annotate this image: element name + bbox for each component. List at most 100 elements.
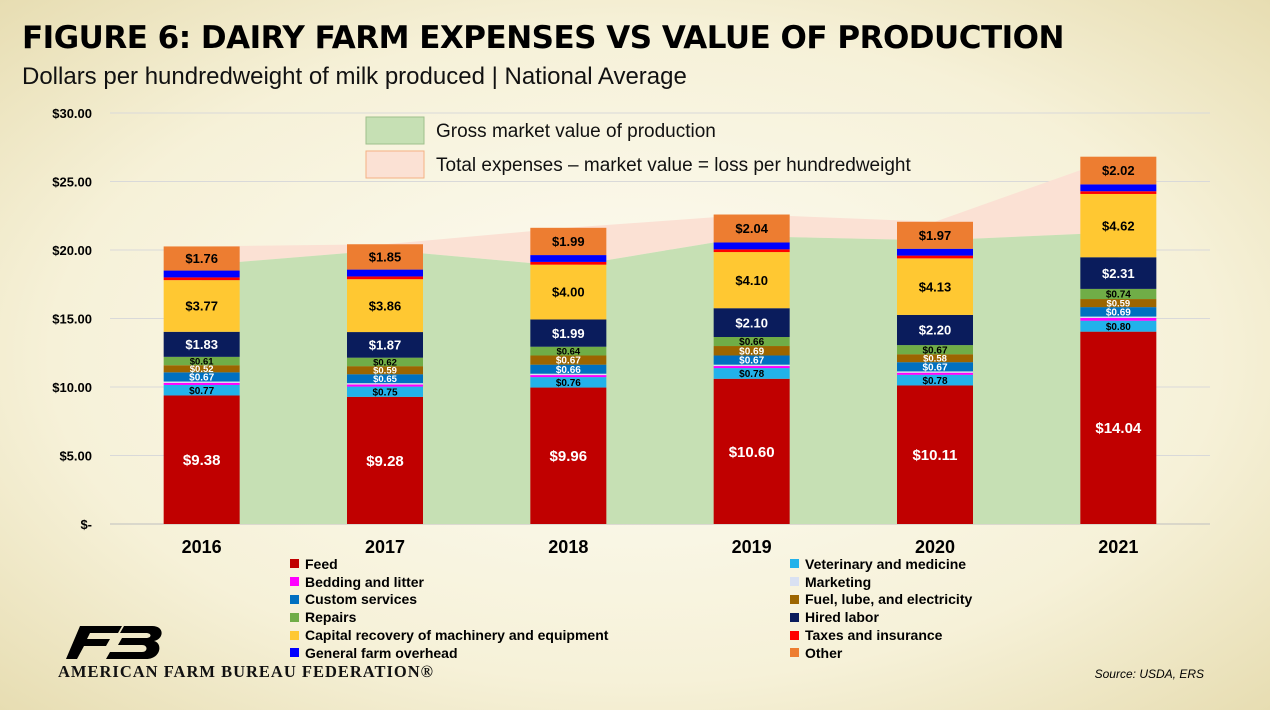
bar-segment: [713, 355, 790, 365]
bar-segment: [897, 221, 973, 249]
x-axis: 2016 2017 2018 2019 2020 2021: [182, 537, 1139, 557]
bar-segment: [163, 382, 240, 385]
bar-segment: [347, 332, 423, 358]
market-value-area: [201, 232, 1119, 524]
stacked-bar-chart: $9.38$0.77$0.67$0.52$0.61$1.83$3.77$1.76…: [52, 106, 1210, 557]
x-tick-label: 2017: [365, 537, 405, 557]
bar-segment: [897, 248, 973, 256]
bar-segment: [530, 377, 607, 388]
bar-segment: [1080, 288, 1157, 300]
afbf-logo: AMERICAN FARM BUREAU FEDERATION®: [58, 620, 468, 681]
bar-segment: [530, 373, 607, 376]
legend-label: Marketing: [805, 573, 872, 590]
bar-segment: [530, 227, 607, 256]
bar-segment: [530, 355, 607, 365]
legend-label: Veterinary and medicine: [805, 555, 967, 572]
bar-segment: [713, 252, 790, 309]
legend-item: Capital recovery of machinery and equipm…: [290, 626, 790, 644]
bar-segment: [897, 385, 973, 524]
area-legend-swatch: [365, 150, 425, 179]
data-label: $0.52: [190, 364, 214, 375]
bar-segment: [163, 331, 240, 357]
data-label: $4.10: [735, 273, 768, 288]
data-label: $0.75: [372, 387, 397, 398]
area-legend: Gross market value of production Total ex…: [365, 116, 911, 179]
data-label: $0.62: [373, 357, 397, 368]
data-label: $1.87: [369, 338, 402, 353]
bar-segment: [1080, 156, 1157, 185]
bar-segment: [897, 362, 973, 372]
data-label: $0.69: [1106, 307, 1131, 318]
bar-segment: [347, 383, 423, 385]
area-legend-label: Total expenses – market value = loss per…: [436, 155, 911, 176]
bar-segment: [347, 279, 423, 333]
bar-segment: [163, 381, 240, 383]
data-label: $0.59: [373, 366, 397, 377]
data-label: $4.00: [552, 285, 585, 300]
legend-swatch: [290, 612, 299, 622]
data-label: $4.62: [1102, 218, 1135, 233]
bar-segment: [713, 249, 790, 253]
legend-item: Taxes and insurance: [790, 626, 1050, 644]
legend-label: Other: [805, 644, 843, 661]
data-label: $0.59: [1106, 299, 1130, 310]
y-tick-label: $-: [80, 517, 92, 532]
bar-layer: [163, 156, 1157, 524]
bar-segment: [1080, 299, 1157, 308]
legend-swatch: [290, 648, 299, 658]
data-label: $9.96: [550, 448, 588, 465]
y-tick-label: $25.00: [52, 175, 92, 190]
bar-segment: [1080, 193, 1157, 258]
data-label: $1.83: [185, 337, 218, 352]
data-label: $0.61: [190, 356, 214, 367]
bar-segment: [347, 374, 423, 384]
bar-segment: [530, 319, 607, 347]
data-label: $0.74: [1106, 290, 1131, 301]
data-label: $2.02: [1102, 163, 1135, 178]
data-label: $0.58: [923, 354, 947, 365]
legend-item: General farm overhead: [290, 644, 790, 662]
legend-label: Repairs: [305, 609, 357, 626]
data-label: $0.78: [739, 369, 764, 380]
bar-segment: [347, 386, 423, 397]
legend-swatch: [790, 648, 799, 658]
data-label: $1.76: [185, 251, 218, 266]
data-label: $0.67: [556, 356, 581, 367]
legend-item: Feed: [290, 555, 790, 573]
data-label: $0.67: [739, 356, 764, 367]
loss-area: [201, 156, 1119, 267]
data-label: $1.99: [552, 326, 585, 341]
y-axis: $- $5.00 $10.00 $15.00 $20.00 $25.00 $30.00: [52, 106, 92, 532]
legend-swatch: [290, 559, 299, 569]
y-tick-label: $15.00: [52, 312, 92, 327]
data-label: $2.31: [1102, 266, 1135, 281]
bar-segment: [347, 276, 423, 280]
data-label: $1.97: [919, 228, 952, 243]
legend-item: Hired labor: [790, 608, 1050, 626]
bar-segment: [163, 395, 240, 524]
bar-segment: [347, 244, 423, 270]
legend-swatch: [290, 594, 299, 604]
bar-segment: [897, 345, 973, 355]
bar-segment: [1080, 316, 1157, 318]
bar-segment: [713, 214, 790, 243]
bar-segment: [530, 346, 607, 356]
bar-segment: [530, 375, 607, 378]
bar-segment: [530, 387, 607, 524]
bar-segment: [897, 255, 973, 259]
bar-segment: [530, 261, 607, 265]
bar-segment: [713, 346, 790, 356]
bar-segment: [347, 269, 423, 277]
bar-segment: [713, 368, 790, 379]
bar-segment: [530, 364, 607, 374]
data-label: $9.28: [366, 453, 404, 470]
bar-segment: [713, 364, 790, 367]
bar-segment: [163, 365, 240, 373]
bar-segment: [897, 354, 973, 363]
y-tick-label: $20.00: [52, 243, 92, 258]
bar-segment: [1080, 320, 1157, 332]
legend-label: Bedding and litter: [305, 573, 424, 590]
data-label: $0.78: [922, 376, 947, 387]
data-label: $1.85: [369, 250, 402, 265]
bar-segment: [347, 366, 423, 375]
